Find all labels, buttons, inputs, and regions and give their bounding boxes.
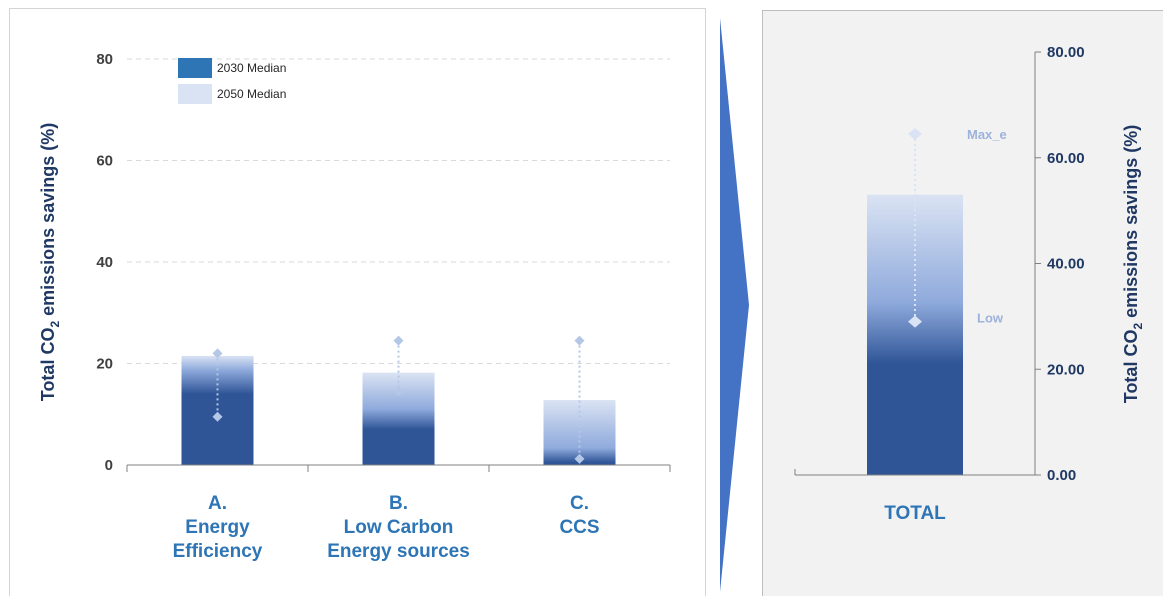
annotation-low: Low [977,311,1004,326]
y-tick-label: 80.00 [1047,44,1085,61]
y-tick-label: 20.00 [1047,361,1085,378]
arrow-shape [720,18,749,592]
range-high-marker [212,348,223,359]
category-label: Low Carbon [344,517,454,538]
y-axis-title: Total CO2 emissions savings (%) [38,123,62,401]
category-label: Energy [185,517,250,538]
category-label: Efficiency [173,541,263,562]
category-label: Energy sources [327,541,470,562]
range-low-marker [393,386,404,397]
range-high-marker [393,335,404,346]
right-chart: 0.00 20.00 40.00 60.00 80.00 Total CO2 emissi… [794,44,1145,524]
range-low-marker [574,453,585,464]
left-chart: 0 20 40 60 80 Total CO2 emissions savings (%)… [38,51,671,562]
annotation-max: Max_e [967,127,1007,142]
legend-swatch [178,58,212,78]
category-label: CCS [559,517,599,538]
legend-swatch [178,84,212,104]
y-tick-label: 40 [96,254,113,271]
y-tick-label: 0 [105,457,113,474]
category-label: B. [389,493,408,514]
legend-label: 2050 Median [217,87,286,101]
category-label: TOTAL [884,503,946,524]
right-chart-panel: 0.00 20.00 40.00 60.00 80.00 Total CO2 emissi… [762,10,1163,596]
y-axis-title: Total CO2 emissions savings (%) [1121,125,1145,403]
range-high-marker [908,127,922,140]
y-tick-label: 20 [96,356,113,373]
y-tick-label: 60 [96,153,113,170]
y-tick-label: 60.00 [1047,150,1085,167]
left-chart-panel: 0 20 40 60 80 Total CO2 emissions savings (%)… [9,8,706,596]
bar-total [867,194,963,475]
category-label: C. [570,493,589,514]
range-low-marker [212,411,223,422]
y-tick-label: 0.00 [1047,467,1076,484]
range-high-marker [574,335,585,346]
y-tick-label: 40.00 [1047,256,1085,273]
y-tick-label: 80 [96,51,113,68]
range-low-marker [908,315,922,328]
legend-label: 2030 Median [217,61,286,75]
category-label: A. [208,493,227,514]
